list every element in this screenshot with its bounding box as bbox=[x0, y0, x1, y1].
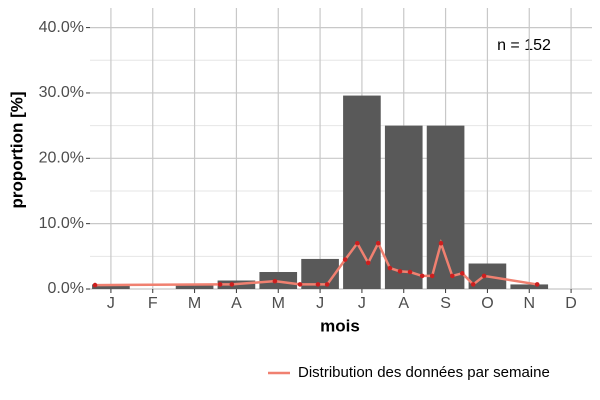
point bbox=[92, 282, 98, 288]
point bbox=[365, 260, 371, 266]
y-tick-label: 20.0% bbox=[39, 150, 84, 167]
y-tick-label: 40.0% bbox=[39, 19, 84, 36]
y-tick-label: 30.0% bbox=[39, 84, 84, 101]
x-tick-label: A bbox=[231, 295, 242, 312]
x-tick-label: M bbox=[272, 295, 285, 312]
x-axis-title: mois bbox=[320, 316, 360, 335]
point bbox=[217, 282, 223, 287]
point bbox=[438, 240, 444, 246]
y-tick-label: 0.0% bbox=[48, 280, 84, 297]
point bbox=[449, 273, 455, 279]
legend-label: Distribution des données par semaine bbox=[298, 364, 550, 381]
annotation: n = 152 bbox=[497, 37, 551, 54]
bar bbox=[343, 95, 381, 289]
x-tick-label: S bbox=[440, 295, 451, 312]
point bbox=[407, 269, 413, 275]
x-tick-label: N bbox=[523, 295, 535, 312]
point bbox=[387, 265, 393, 271]
point bbox=[324, 282, 330, 287]
point bbox=[419, 273, 425, 279]
point bbox=[297, 282, 303, 287]
point bbox=[229, 282, 235, 287]
point bbox=[460, 271, 465, 276]
point bbox=[355, 240, 360, 246]
line bbox=[95, 238, 538, 287]
point bbox=[342, 257, 348, 262]
point bbox=[481, 273, 487, 279]
bar bbox=[426, 125, 465, 290]
point bbox=[397, 269, 403, 274]
x-tick-label: A bbox=[398, 295, 409, 312]
y-axis-title: proportion [%] bbox=[7, 91, 26, 208]
x-tick-label: J bbox=[358, 295, 366, 312]
x-tick-label: O bbox=[481, 295, 493, 312]
point bbox=[272, 278, 278, 284]
point bbox=[375, 240, 381, 246]
point bbox=[470, 282, 476, 287]
x-tick-label: D bbox=[565, 295, 577, 312]
y-tick-label: 10.0% bbox=[39, 215, 84, 232]
bar bbox=[92, 284, 130, 289]
bar bbox=[384, 125, 423, 290]
point bbox=[315, 282, 321, 287]
point bbox=[534, 282, 540, 287]
bar bbox=[175, 284, 214, 289]
point bbox=[429, 273, 435, 279]
x-tick-label: J bbox=[107, 295, 115, 312]
x-tick-label: J bbox=[316, 295, 324, 312]
bar bbox=[510, 284, 549, 289]
x-tick-label: F bbox=[148, 295, 158, 312]
x-tick-label: M bbox=[188, 295, 201, 312]
